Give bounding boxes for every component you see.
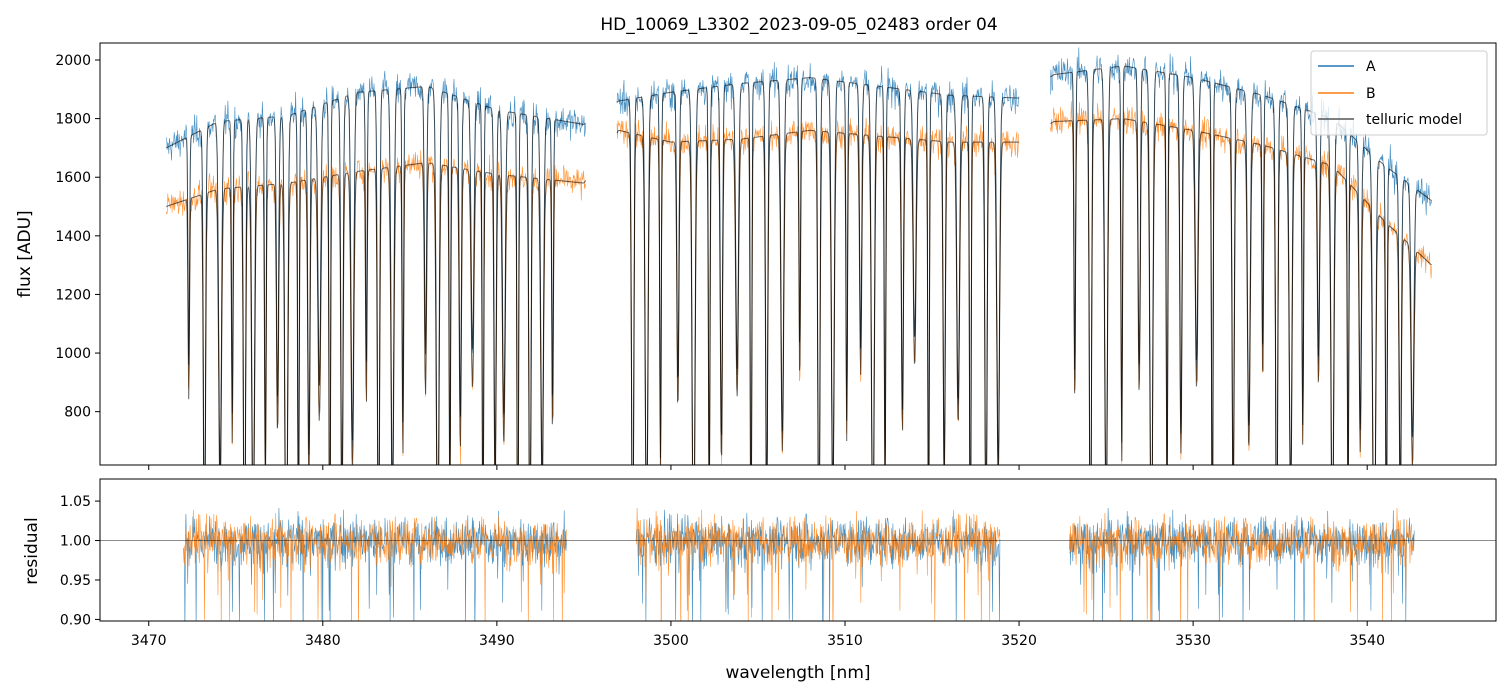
x-axis-label: wavelength [nm] — [725, 663, 870, 683]
residual-panel: 0.90 0.95 1.00 1.05 3470 3480 3490 3500 3510 352… — [22, 478, 1497, 683]
flux-y-tick-label: 2000 — [55, 53, 91, 69]
legend-box — [1310, 50, 1488, 136]
legend-label-b: B — [1366, 86, 1376, 102]
residual-x-tick-label: 3530 — [1175, 633, 1211, 649]
residual-axes-frame — [99, 478, 1497, 622]
flux-y-label: flux [ADU] — [15, 210, 35, 297]
flux-panel: HD_10069_L3302_2023-09-05_02483 order 04… — [15, 15, 1497, 470]
chart-title: HD_10069_L3302_2023-09-05_02483 order 04 — [600, 15, 997, 35]
residual-y-label: residual — [22, 517, 42, 584]
residual-x-tick-label: 3470 — [131, 633, 167, 649]
flux-y-tick-label: 1000 — [55, 346, 91, 362]
flux-y-tick-label: 1200 — [55, 287, 91, 303]
residual-x-tick-label: 3480 — [305, 633, 341, 649]
flux-y-tick-label: 800 — [64, 405, 91, 421]
legend-label-telluric: telluric model — [1366, 112, 1462, 128]
residual-y-tick-label: 0.90 — [60, 612, 91, 628]
residual-x-tick-label: 3490 — [479, 633, 515, 649]
flux-y-tick-label: 1800 — [55, 112, 91, 128]
flux-y-tick-label: 1600 — [55, 170, 91, 186]
residual-y-tick-label: 0.95 — [60, 573, 91, 589]
legend: A B telluric model — [1310, 50, 1488, 136]
series-b-residual-line — [183, 507, 1415, 621]
residual-x-tick-label: 3510 — [827, 633, 863, 649]
telluric-model-b-line — [165, 118, 1432, 465]
residual-x-tick-label: 3500 — [653, 633, 689, 649]
legend-label-a: A — [1366, 59, 1376, 75]
flux-axes-frame — [99, 42, 1497, 466]
flux-y-tick-label: 1400 — [55, 229, 91, 245]
residual-x-tick-label: 3520 — [1001, 633, 1037, 649]
residual-y-tick-label: 1.05 — [60, 494, 91, 510]
residual-y-tick-label: 1.00 — [60, 534, 91, 550]
residual-x-tick-label: 3540 — [1349, 633, 1385, 649]
